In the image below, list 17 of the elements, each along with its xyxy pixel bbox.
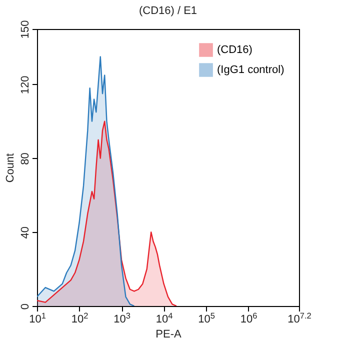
x-tick-label: 10$^{7.2}$ <box>288 311 312 326</box>
y-axis-title: Count <box>4 153 16 183</box>
y-tick-label: 0 <box>20 303 32 310</box>
y-tick-label: 150 <box>20 20 32 39</box>
x-axis-title: PE-A <box>156 328 182 340</box>
legend-label: (IgG1 control) <box>217 64 284 76</box>
x-tick-label: 10$^{6}$ <box>240 311 258 326</box>
x-tick-label: 10$^{4}$ <box>156 311 174 326</box>
y-tick-label: 80 <box>20 152 32 165</box>
x-tick-label: 10$^{2}$ <box>71 311 89 326</box>
chart-title: (CD16) / E1 <box>138 4 198 17</box>
y-tick-label: 40 <box>20 226 32 239</box>
x-tick-label: 10$^{3}$ <box>114 311 131 326</box>
x-tick-label: 10$^{5}$ <box>198 311 216 326</box>
legend-label: (CD16) <box>217 44 252 56</box>
x-tick-label: 10$^{1}$ <box>29 311 46 326</box>
y-tick-label: 120 <box>20 76 32 94</box>
